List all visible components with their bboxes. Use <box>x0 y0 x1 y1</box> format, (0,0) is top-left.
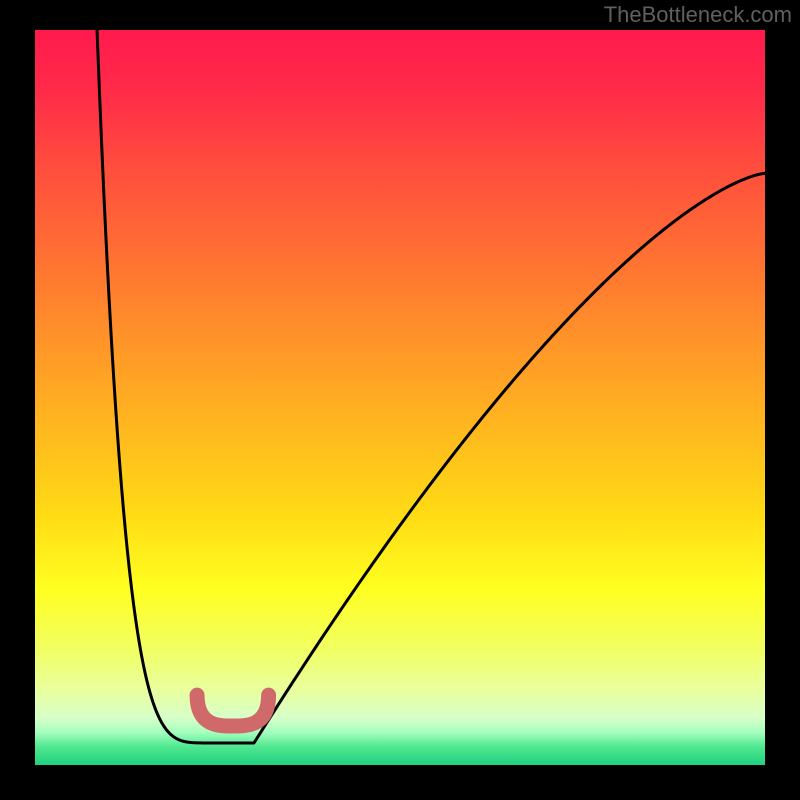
watermark-text: TheBottleneck.com <box>604 2 792 28</box>
gradient-background <box>35 30 765 765</box>
chart-stage: TheBottleneck.com <box>0 0 800 800</box>
bottleneck-curve-chart <box>0 0 800 800</box>
